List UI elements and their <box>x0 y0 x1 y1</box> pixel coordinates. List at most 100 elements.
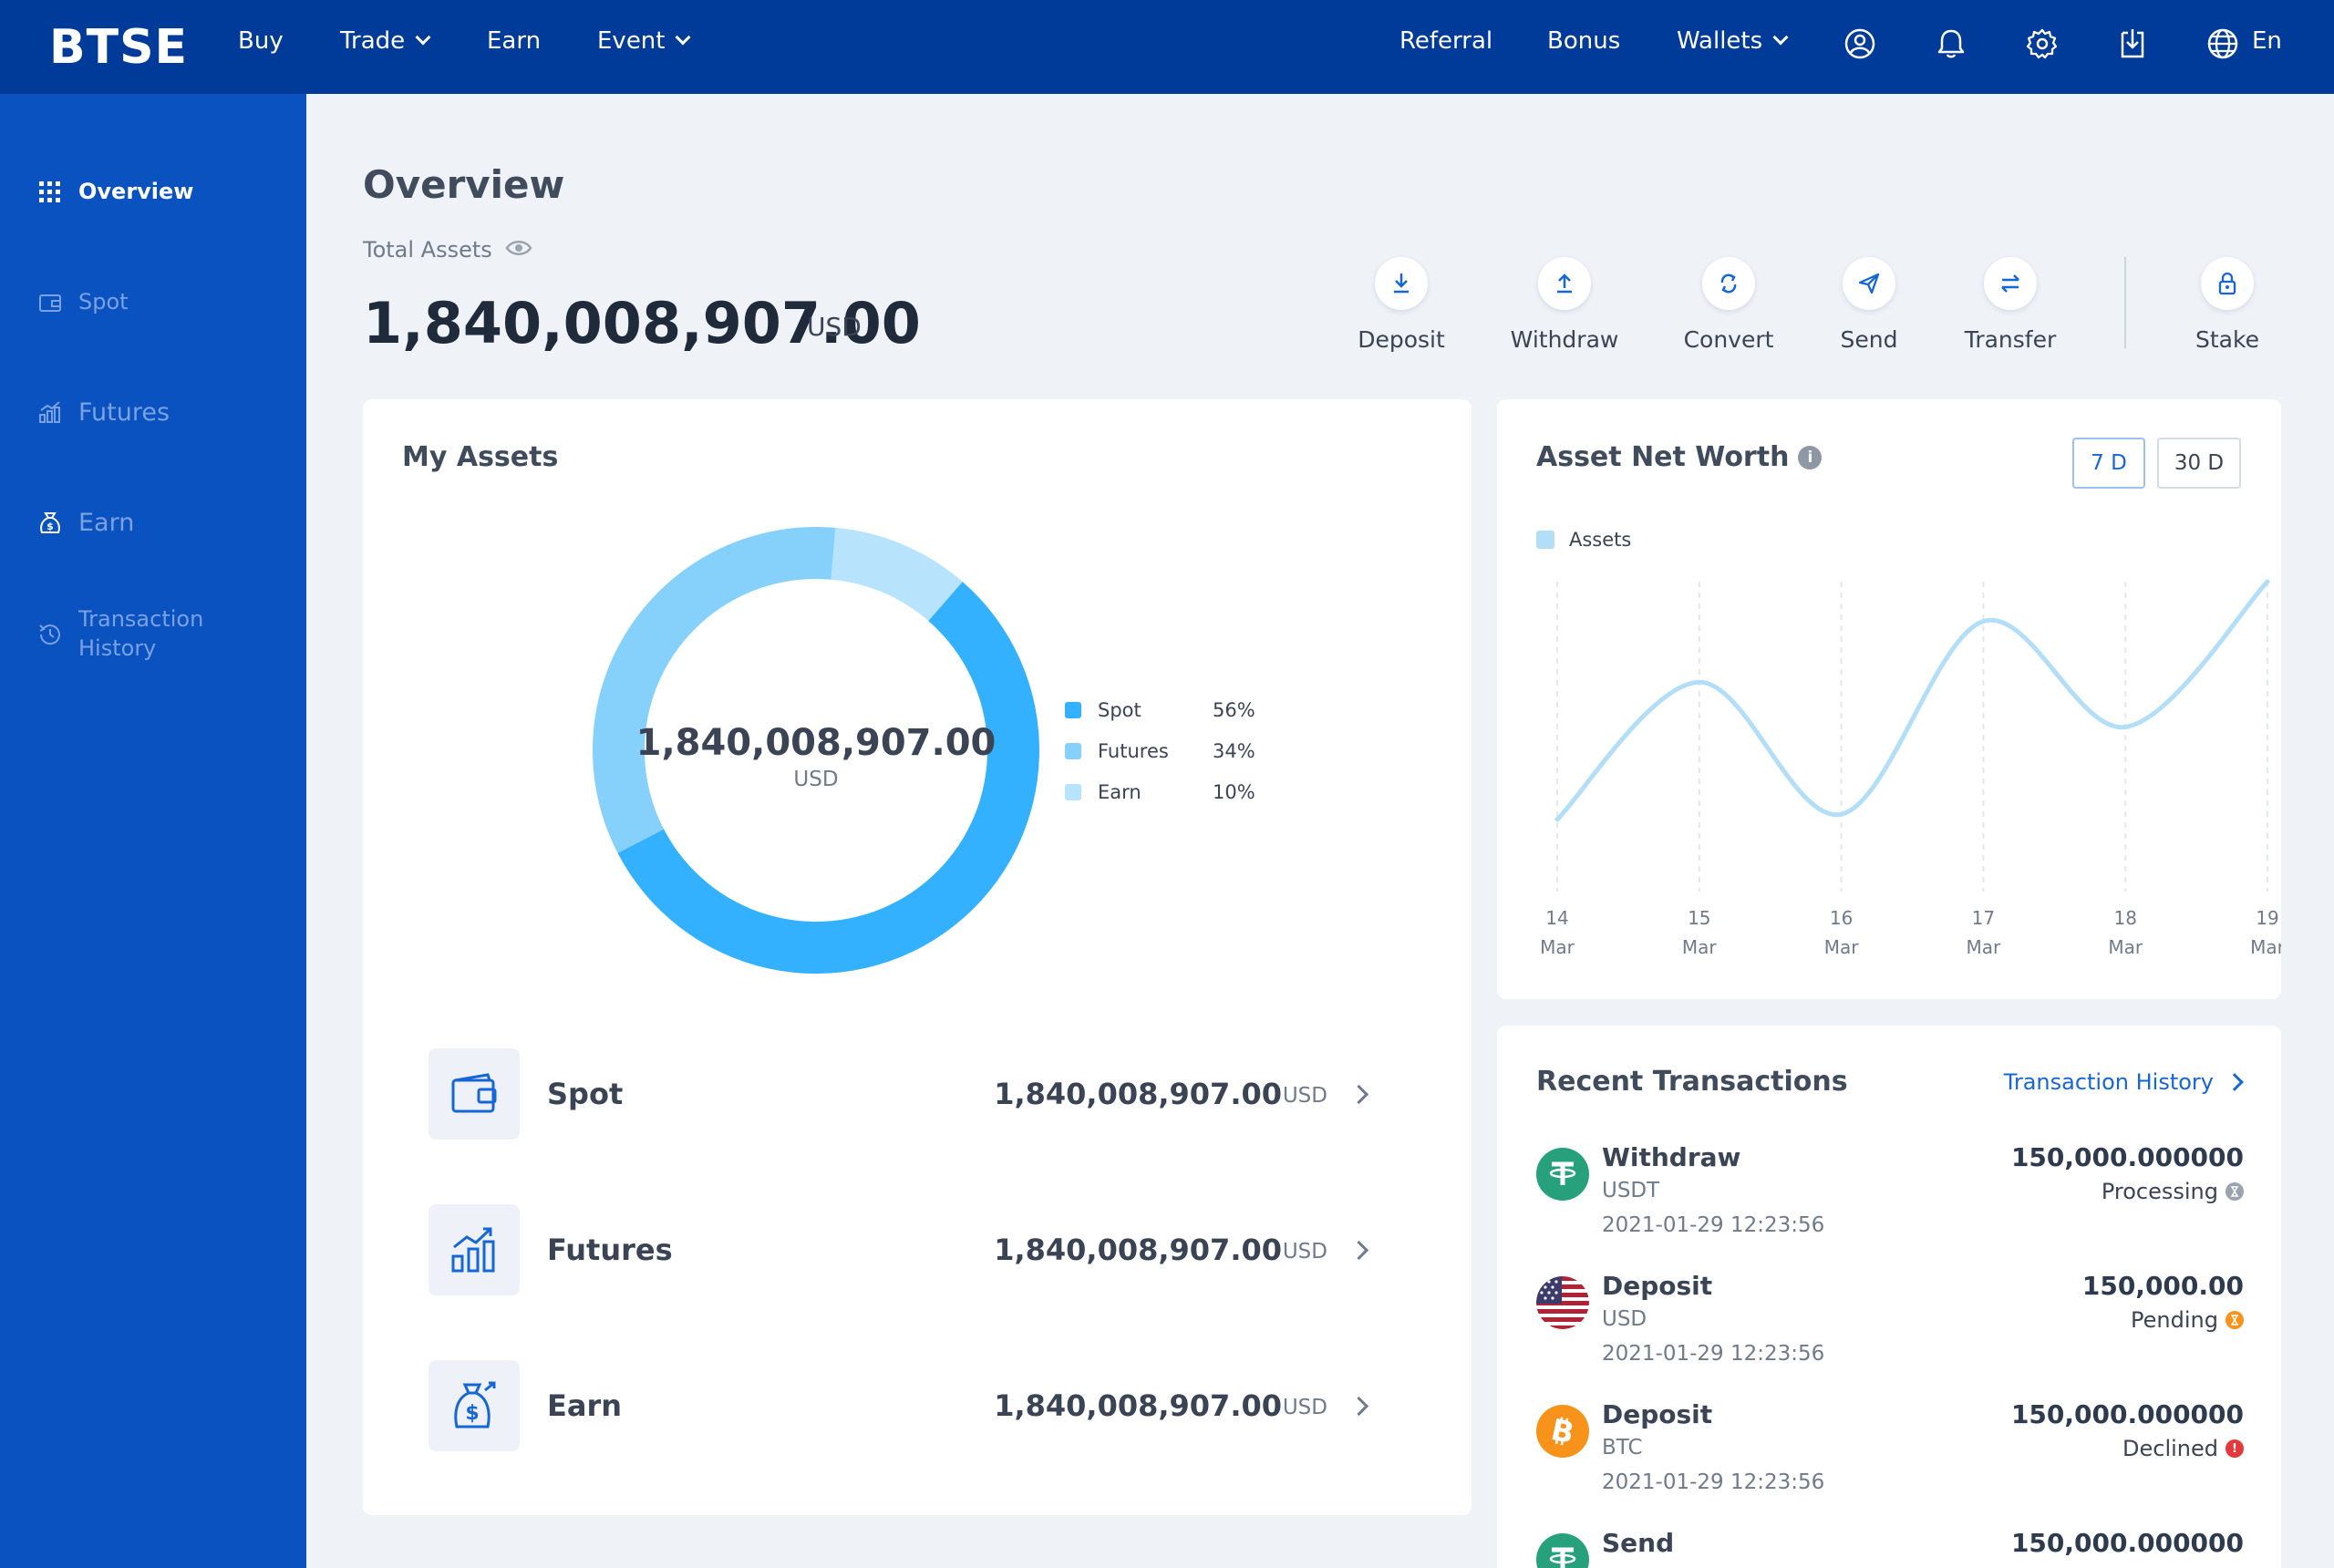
legend-percent: 10% <box>1213 780 1255 803</box>
nav-event[interactable]: Event <box>597 27 691 55</box>
send-button[interactable]: Send <box>1805 257 1933 353</box>
sidebar-item-spot[interactable]: Spot <box>36 289 129 316</box>
chevron-down-icon <box>1772 29 1789 46</box>
range-30d-button[interactable]: 30 D <box>2157 438 2241 489</box>
nav-referral-label: Referral <box>1399 27 1493 55</box>
tx-status-label: Pending <box>2131 1307 2218 1333</box>
asset-row-name: Earn <box>547 1388 623 1423</box>
actions-divider <box>2124 257 2126 348</box>
bitcoin-icon: B <box>1536 1405 1589 1458</box>
donut-hole <box>645 579 987 922</box>
sidebar-item-earn[interactable]: $ Earn <box>36 509 134 537</box>
withdraw-label: Withdraw <box>1510 326 1619 353</box>
globe-icon[interactable] <box>2205 26 2241 62</box>
convert-button[interactable]: Convert <box>1665 257 1792 353</box>
withdraw-button[interactable]: Withdraw <box>1501 257 1628 353</box>
legend-swatch <box>1536 531 1554 549</box>
nav-earn[interactable]: Earn <box>487 27 541 55</box>
tx-type: Deposit <box>1602 1399 1713 1429</box>
tx-type: Withdraw <box>1602 1142 1741 1172</box>
range-7d-button[interactable]: 7 D <box>2072 438 2145 489</box>
donut-total-value: 1,840,008,907.00 <box>635 722 997 764</box>
legend-swatch <box>1065 783 1081 800</box>
tx-coin: BTC <box>1602 1436 1643 1460</box>
tx-date: 2021-01-29 12:23:56 <box>1602 1470 1825 1494</box>
language-selector[interactable]: En <box>2252 27 2282 55</box>
transfer-button[interactable]: Transfer <box>1947 257 2074 353</box>
asset-row-earn[interactable]: $ Earn 1,840,008,907.00 USD <box>429 1360 1404 1451</box>
sidebar-item-transaction-history[interactable]: Transaction History <box>36 604 215 663</box>
x-tick-month: Mar <box>1824 936 1860 958</box>
transaction-history-link-label: Transaction History <box>2003 1069 2214 1095</box>
btse-logo[interactable]: BTSE <box>49 20 189 75</box>
tether-icon <box>1536 1148 1589 1201</box>
asset-donut-chart <box>593 527 1040 975</box>
transfer-label: Transfer <box>1964 326 2057 353</box>
legend-swatch <box>1065 701 1081 718</box>
language-label: En <box>2252 27 2282 55</box>
legend-label: Futures <box>1098 739 1169 762</box>
stake-button[interactable]: Stake <box>2164 257 2291 353</box>
x-tick-month: Mar <box>1540 936 1575 958</box>
asset-row-unit: USD <box>1282 1084 1327 1108</box>
nav-buy[interactable]: Buy <box>238 27 284 55</box>
deposit-label: Deposit <box>1358 326 1445 353</box>
net-worth-header: Asset Net Worth i <box>1536 441 1823 473</box>
processing-status-icon <box>2226 1182 2244 1201</box>
sidebar-item-label: Earn <box>78 509 135 537</box>
bell-icon[interactable] <box>1933 26 1969 62</box>
tx-status-label: Declined <box>2122 1436 2218 1461</box>
legend-percent: 34% <box>1213 739 1255 762</box>
nav-bonus[interactable]: Bonus <box>1547 27 1620 55</box>
deposit-button[interactable]: Deposit <box>1337 257 1465 353</box>
nav-referral[interactable]: Referral <box>1399 27 1492 55</box>
history-icon <box>36 621 64 648</box>
nav-wallets[interactable]: Wallets <box>1677 27 1789 55</box>
x-tick-day: 19 <box>2256 907 2278 929</box>
sidebar-item-futures[interactable]: Futures <box>36 398 170 427</box>
legend-label: Spot <box>1098 698 1141 721</box>
chevron-right-icon <box>1348 1240 1369 1260</box>
eye-icon[interactable] <box>505 237 532 263</box>
x-tick-day: 14 <box>1545 907 1568 929</box>
x-tick-month: Mar <box>1682 936 1718 958</box>
nav-trade[interactable]: Trade <box>340 27 431 55</box>
chevron-down-icon <box>675 29 691 46</box>
download-icon[interactable] <box>2114 26 2151 62</box>
x-tick-day: 15 <box>1688 907 1710 929</box>
sidebar-item-overview[interactable]: Overview <box>36 179 193 206</box>
tx-status-label: Processing <box>2101 1179 2218 1204</box>
asset-row-name: Futures <box>547 1233 673 1267</box>
net-worth-title: Asset Net Worth <box>1536 441 1790 473</box>
my-assets-card: My Assets 1,840,008,907.00 USD <box>363 399 1472 1515</box>
tx-date: 2021-01-29 12:23:56 <box>1602 1342 1825 1366</box>
asset-row-futures[interactable]: Futures 1,840,008,907.00 USD <box>429 1204 1404 1295</box>
gear-icon[interactable] <box>2024 26 2060 62</box>
tx-amount: 150,000.00 <box>2081 1271 2244 1301</box>
info-icon[interactable]: i <box>1798 445 1823 469</box>
asset-row-unit: USD <box>1282 1396 1327 1419</box>
tx-amount: 150,000.000000 <box>2010 1528 2244 1558</box>
withdraw-icon <box>1538 257 1591 310</box>
page-title: Overview <box>363 162 565 207</box>
asset-row-value: 1,840,008,907.00 <box>994 1388 1282 1423</box>
tx-date: 2021-01-29 12:23:56 <box>1602 1213 1825 1237</box>
net-worth-line-chart: 14 Mar 15 Mar 16 Mar 17 Mar 18 Mar 19 Mar <box>1540 579 2281 958</box>
convert-label: Convert <box>1683 326 1774 353</box>
tx-amount: 150,000.000000 <box>2010 1142 2244 1172</box>
total-assets-text: Total Assets <box>363 237 492 263</box>
deposit-icon <box>1375 257 1428 310</box>
asset-row-spot[interactable]: Spot 1,840,008,907.00 USD <box>429 1048 1404 1140</box>
transaction-history-link[interactable]: Transaction History <box>2003 1069 2244 1095</box>
tx-status: Declined ! <box>2122 1436 2244 1461</box>
asset-row-name: Spot <box>547 1077 624 1111</box>
chart-legend: Assets <box>1536 529 1631 551</box>
nav-event-label: Event <box>597 27 666 55</box>
svg-text:$: $ <box>465 1402 479 1425</box>
user-icon[interactable] <box>1842 26 1878 62</box>
top-navbar: BTSE Buy Trade Earn Event Referral Bonus… <box>0 0 2334 94</box>
nav-bonus-label: Bonus <box>1547 27 1621 55</box>
chart-bars-icon <box>36 398 64 426</box>
us-flag-icon <box>1536 1276 1589 1329</box>
pending-status-icon <box>2226 1311 2244 1329</box>
